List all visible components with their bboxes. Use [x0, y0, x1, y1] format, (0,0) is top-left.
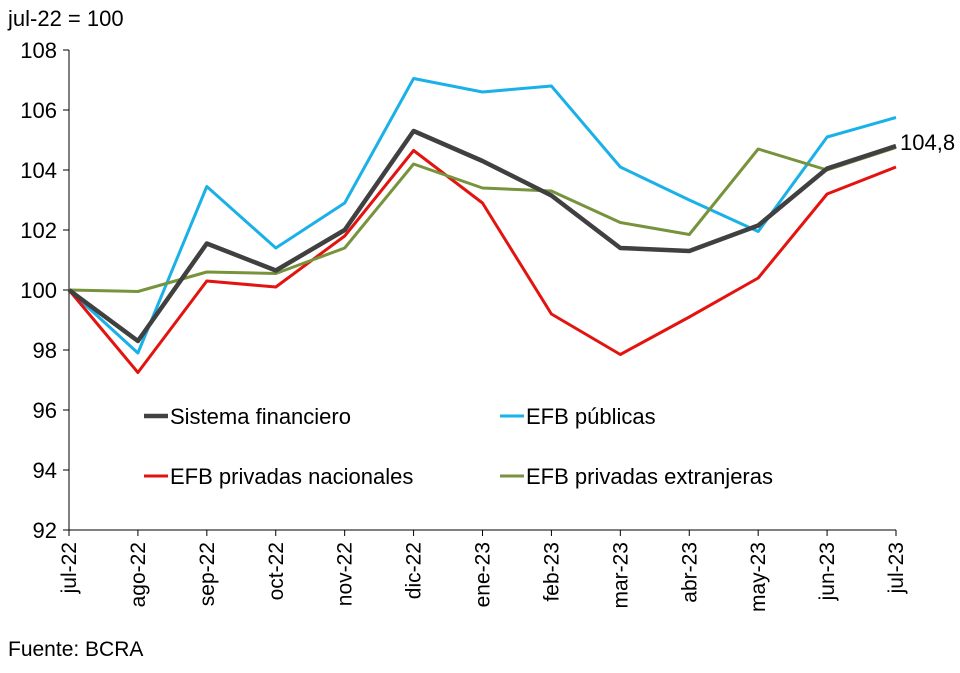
chart-annotations: 104,8: [900, 130, 955, 155]
x-tick-label: abr-23: [678, 542, 701, 603]
x-tick-label: feb-23: [540, 542, 563, 602]
chart-legend: Sistema financiero EFB públicas EFB privad…: [144, 404, 773, 489]
y-tick-label: 100: [20, 278, 57, 303]
y-tick-label: 108: [20, 38, 57, 63]
series-line-4: [68, 146, 897, 293]
end-value-label: 104,8: [900, 130, 955, 155]
y-tick-label: 96: [33, 398, 57, 423]
x-tick-label: ene-23: [472, 542, 495, 607]
legend-label: EFB públicas: [526, 404, 656, 429]
legend-label: Sistema financiero: [170, 404, 351, 429]
unit-label: jul-22 = 100: [8, 6, 124, 31]
x-tick-label: jun-23: [816, 542, 839, 601]
source-note: Fuente: BCRA: [8, 638, 144, 661]
x-tick-label: jul-23: [885, 542, 908, 594]
x-tick-label: may-23: [747, 542, 770, 612]
x-tick-label: dic-22: [403, 542, 426, 599]
legend-label: EFB privadas extranjeras: [526, 464, 773, 489]
series-line-3: [67, 149, 897, 374]
x-tick-label: jul-22: [58, 542, 81, 594]
x-tick-label: ago-22: [127, 542, 150, 607]
y-tick-label: 92: [33, 518, 57, 543]
y-tick-label: 98: [33, 338, 57, 363]
y-tick-label: 104: [20, 158, 57, 183]
chart-series: [67, 77, 897, 374]
x-tick-label: mar-23: [609, 542, 632, 609]
legend-label: EFB privadas nacionales: [170, 464, 413, 489]
series-line-1: [67, 128, 897, 344]
y-tick-label: 106: [20, 98, 57, 123]
chart-axes: 92 94 96 98 100 102 104 106 108 jul-22 ago-22 sep-2…: [20, 38, 908, 612]
y-tick-label: 94: [33, 458, 57, 483]
x-tick-label: nov-22: [334, 542, 357, 606]
series-line-2: [67, 77, 897, 355]
x-tick-label: oct-22: [265, 542, 288, 600]
x-tick-label: sep-22: [196, 542, 219, 606]
y-tick-label: 102: [20, 218, 57, 243]
